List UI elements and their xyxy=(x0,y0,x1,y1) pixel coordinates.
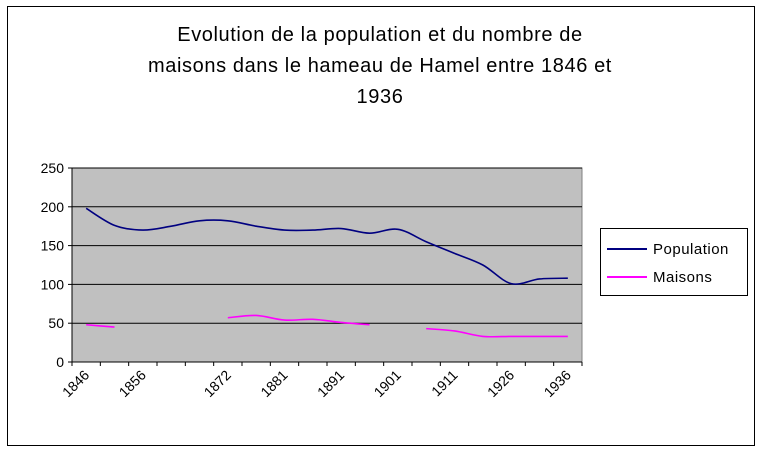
series-line-maisons-1 xyxy=(227,314,370,326)
legend-swatch-population xyxy=(607,248,647,250)
y-tick-label-150: 150 xyxy=(41,238,65,254)
x-tick-label-1891: 1891 xyxy=(314,367,347,400)
series-line-population-0 xyxy=(85,207,568,285)
x-tick-label-1936: 1936 xyxy=(541,367,574,400)
y-tick-label-0: 0 xyxy=(56,354,64,370)
y-tick-label-250: 250 xyxy=(41,160,65,176)
x-tick-label-1911: 1911 xyxy=(428,367,461,400)
chart-title-line-1: Evolution de la population et du nombre … xyxy=(177,24,583,46)
x-tick-label-1881: 1881 xyxy=(257,367,290,400)
y-tick-label-50: 50 xyxy=(48,315,64,331)
y-tick-label-200: 200 xyxy=(41,199,65,215)
series-line-maisons-0 xyxy=(86,323,115,328)
x-tick-label-1901: 1901 xyxy=(371,367,404,400)
y-tick-label-100: 100 xyxy=(41,276,65,292)
chart-legend: Population Maisons xyxy=(600,228,748,296)
chart-title: Evolution de la population et du nombre … xyxy=(60,20,700,113)
chart-title-line-3: 1936 xyxy=(356,86,404,108)
x-tick-label-1872: 1872 xyxy=(201,367,234,400)
chart-title-line-2: maisons dans le hameau de Hamel entre 18… xyxy=(148,55,612,77)
legend-swatch-maisons xyxy=(607,276,647,278)
plot-area xyxy=(71,167,583,363)
series-line-maisons-2 xyxy=(426,327,568,338)
legend-item-population: Population xyxy=(607,239,729,259)
legend-item-maisons: Maisons xyxy=(607,267,712,287)
x-tick-label-1846: 1846 xyxy=(59,367,92,400)
x-tick-label-1926: 1926 xyxy=(484,367,517,400)
legend-label-maisons: Maisons xyxy=(653,268,713,286)
legend-label-population: Population xyxy=(653,240,729,258)
x-tick-label-1856: 1856 xyxy=(116,367,149,400)
